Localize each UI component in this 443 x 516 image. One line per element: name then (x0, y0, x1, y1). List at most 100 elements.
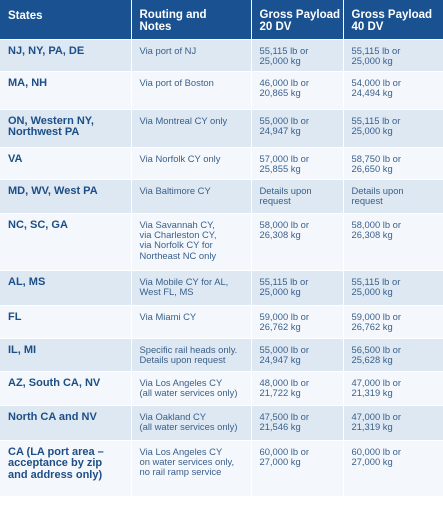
notes-cell: Via Mobile CY for AL, West FL, MS (131, 270, 252, 306)
state-line: VA (8, 152, 23, 165)
table-row: CA (LA port area – acceptance by zip and a… (0, 440, 443, 497)
payload-40-cell: Details upon request (343, 179, 443, 214)
payload-line: 26,650 kg (351, 162, 393, 174)
payload-table: States Routing and Notes Gross Payload 2… (0, 0, 443, 497)
payload-line: 57,000 lb or (259, 152, 310, 164)
payload-line: 24,494 kg (351, 86, 393, 98)
table-row: NC, SC, GA Via Savannah CY, via Charlesto… (0, 213, 443, 271)
header-payload-40-line-2: 40 DV (351, 21, 384, 33)
notes-line: on water services only, (139, 455, 235, 467)
table-row: ON, Western NY, Northwest PA Via Montreal… (0, 109, 443, 148)
payload-40-cell: 47,000 lb or 21,319 kg (343, 371, 443, 406)
notes-cell: Via Oakland CY (all water services only) (131, 405, 252, 441)
payload-line: 47,500 lb or (259, 410, 310, 422)
payload-line: 58,000 lb or (259, 218, 310, 230)
table-header-row: States Routing and Notes Gross Payload 2… (0, 0, 443, 40)
payload-line: 46,000 lb or (259, 76, 310, 88)
header-routing: Routing and Notes (131, 0, 252, 40)
table-row: NJ, NY, PA, DE Via port of NJ 55,115 lb … (0, 39, 443, 72)
payload-20-cell: 60,000 lb or 27,000 kg (251, 440, 344, 497)
notes-cell: Via Miami CY (131, 305, 252, 339)
payload-20-cell: 57,000 lb or 25,855 kg (251, 147, 344, 180)
state-line: AL, MS (8, 275, 46, 288)
payload-line: 56,500 lb or (351, 343, 402, 355)
state-line: FL (8, 310, 22, 323)
notes-line: Via Savannah CY, (139, 218, 215, 230)
payload-20-cell: 55,000 lb or 24,947 kg (251, 109, 344, 148)
state-line: MD, WV, West PA (8, 184, 98, 197)
notes-line: Specific rail heads only. (139, 343, 238, 355)
payload-line: 58,750 lb or (351, 152, 402, 164)
notes-line: Via port of NJ (139, 44, 197, 56)
state-cell: CA (LA port area – acceptance by zip and a… (0, 440, 132, 497)
payload-line: 55,115 lb or (259, 44, 309, 56)
payload-line: request (351, 194, 383, 206)
notes-cell: Via Los Angeles CY on water services only… (131, 440, 252, 497)
header-payload-20-line-1: Gross Payload (259, 9, 341, 21)
payload-line: Details upon (351, 184, 404, 196)
table-row: VA Via Norfolk CY only 57,000 lb or 25,85… (0, 147, 443, 180)
notes-line: Via Montreal CY only (139, 114, 228, 126)
payload-line: 24,947 kg (259, 353, 301, 365)
notes-line: Via Los Angeles CY (139, 445, 223, 457)
notes-cell: Via Montreal CY only (131, 109, 252, 148)
notes-line: Via Baltimore CY (139, 184, 211, 196)
state-line: AZ, South CA, NV (8, 376, 101, 389)
payload-line: 25,000 kg (351, 54, 393, 66)
payload-line: 21,319 kg (351, 420, 393, 432)
header-states-label: States (8, 10, 43, 22)
payload-line: 21,722 kg (259, 386, 301, 398)
payload-40-cell: 55,115 lb or 25,000 kg (343, 270, 443, 306)
payload-40-cell: 58,000 lb or 26,308 kg (343, 213, 443, 271)
state-line: acceptance by zip (8, 457, 103, 469)
notes-cell: Via Norfolk CY only (131, 147, 252, 180)
payload-line: 60,000 lb or (351, 445, 402, 457)
payload-line: 48,000 lb or (259, 376, 310, 388)
payload-line: 25,000 kg (351, 285, 393, 297)
state-line: NJ, NY, PA, DE (8, 44, 85, 57)
payload-line: 21,319 kg (351, 386, 393, 398)
state-line: CA (LA port area – (8, 445, 104, 458)
table-row: MD, WV, West PA Via Baltimore CY Details… (0, 179, 443, 214)
notes-line: Via Miami CY (139, 310, 197, 322)
payload-line: 25,000 kg (351, 124, 393, 136)
payload-40-cell: 55,115 lb or 25,000 kg (343, 39, 443, 72)
payload-line: 26,762 kg (351, 320, 393, 332)
notes-line: Northeast NC only (139, 249, 217, 261)
state-line: and address only) (8, 468, 103, 481)
payload-line: 27,000 kg (259, 455, 301, 467)
state-cell: VA (0, 147, 132, 180)
state-cell: ON, Western NY, Northwest PA (0, 109, 132, 148)
payload-20-cell: 55,115 lb or 25,000 kg (251, 270, 344, 306)
notes-line: via Charleston CY, (139, 228, 217, 240)
state-cell: FL (0, 305, 132, 339)
state-cell: AZ, South CA, NV (0, 371, 132, 406)
header-payload-40: Gross Payload 40 DV (343, 0, 443, 40)
payload-20-cell: 48,000 lb or 21,722 kg (251, 371, 344, 406)
payload-line: 55,000 lb or (259, 343, 310, 355)
payload-line: 26,308 kg (351, 228, 393, 240)
table-row: MA, NH Via port of Boston 46,000 lb or 20… (0, 71, 443, 110)
notes-line: Via Mobile CY for AL, (139, 275, 229, 287)
payload-line: 58,000 lb or (351, 218, 402, 230)
payload-line: 25,628 kg (351, 353, 393, 365)
notes-line: Via Oakland CY (139, 410, 207, 422)
payload-20-cell: 59,000 lb or 26,762 kg (251, 305, 344, 339)
payload-20-cell: 55,000 lb or 24,947 kg (251, 338, 344, 372)
notes-line: via Norfolk CY for (139, 239, 213, 251)
payload-line: Details upon (259, 184, 312, 196)
header-routing-line-1: Routing and (139, 9, 207, 21)
state-line: Northwest PA (8, 126, 80, 138)
payload-40-cell: 60,000 lb or 27,000 kg (343, 440, 443, 497)
state-cell: NC, SC, GA (0, 213, 132, 271)
state-cell: MD, WV, West PA (0, 179, 132, 214)
payload-line: 21,546 kg (259, 420, 301, 432)
payload-line: 20,865 kg (259, 86, 301, 98)
payload-40-cell: 58,750 lb or 26,650 kg (343, 147, 443, 180)
state-cell: MA, NH (0, 71, 132, 110)
payload-line: 24,947 kg (259, 124, 301, 136)
notes-line: Via port of Boston (139, 76, 214, 88)
state-line: ON, Western NY, (8, 114, 94, 127)
state-line: North CA and NV (8, 410, 97, 423)
notes-cell: Via Savannah CY, via Charleston CY, via No… (131, 213, 252, 271)
